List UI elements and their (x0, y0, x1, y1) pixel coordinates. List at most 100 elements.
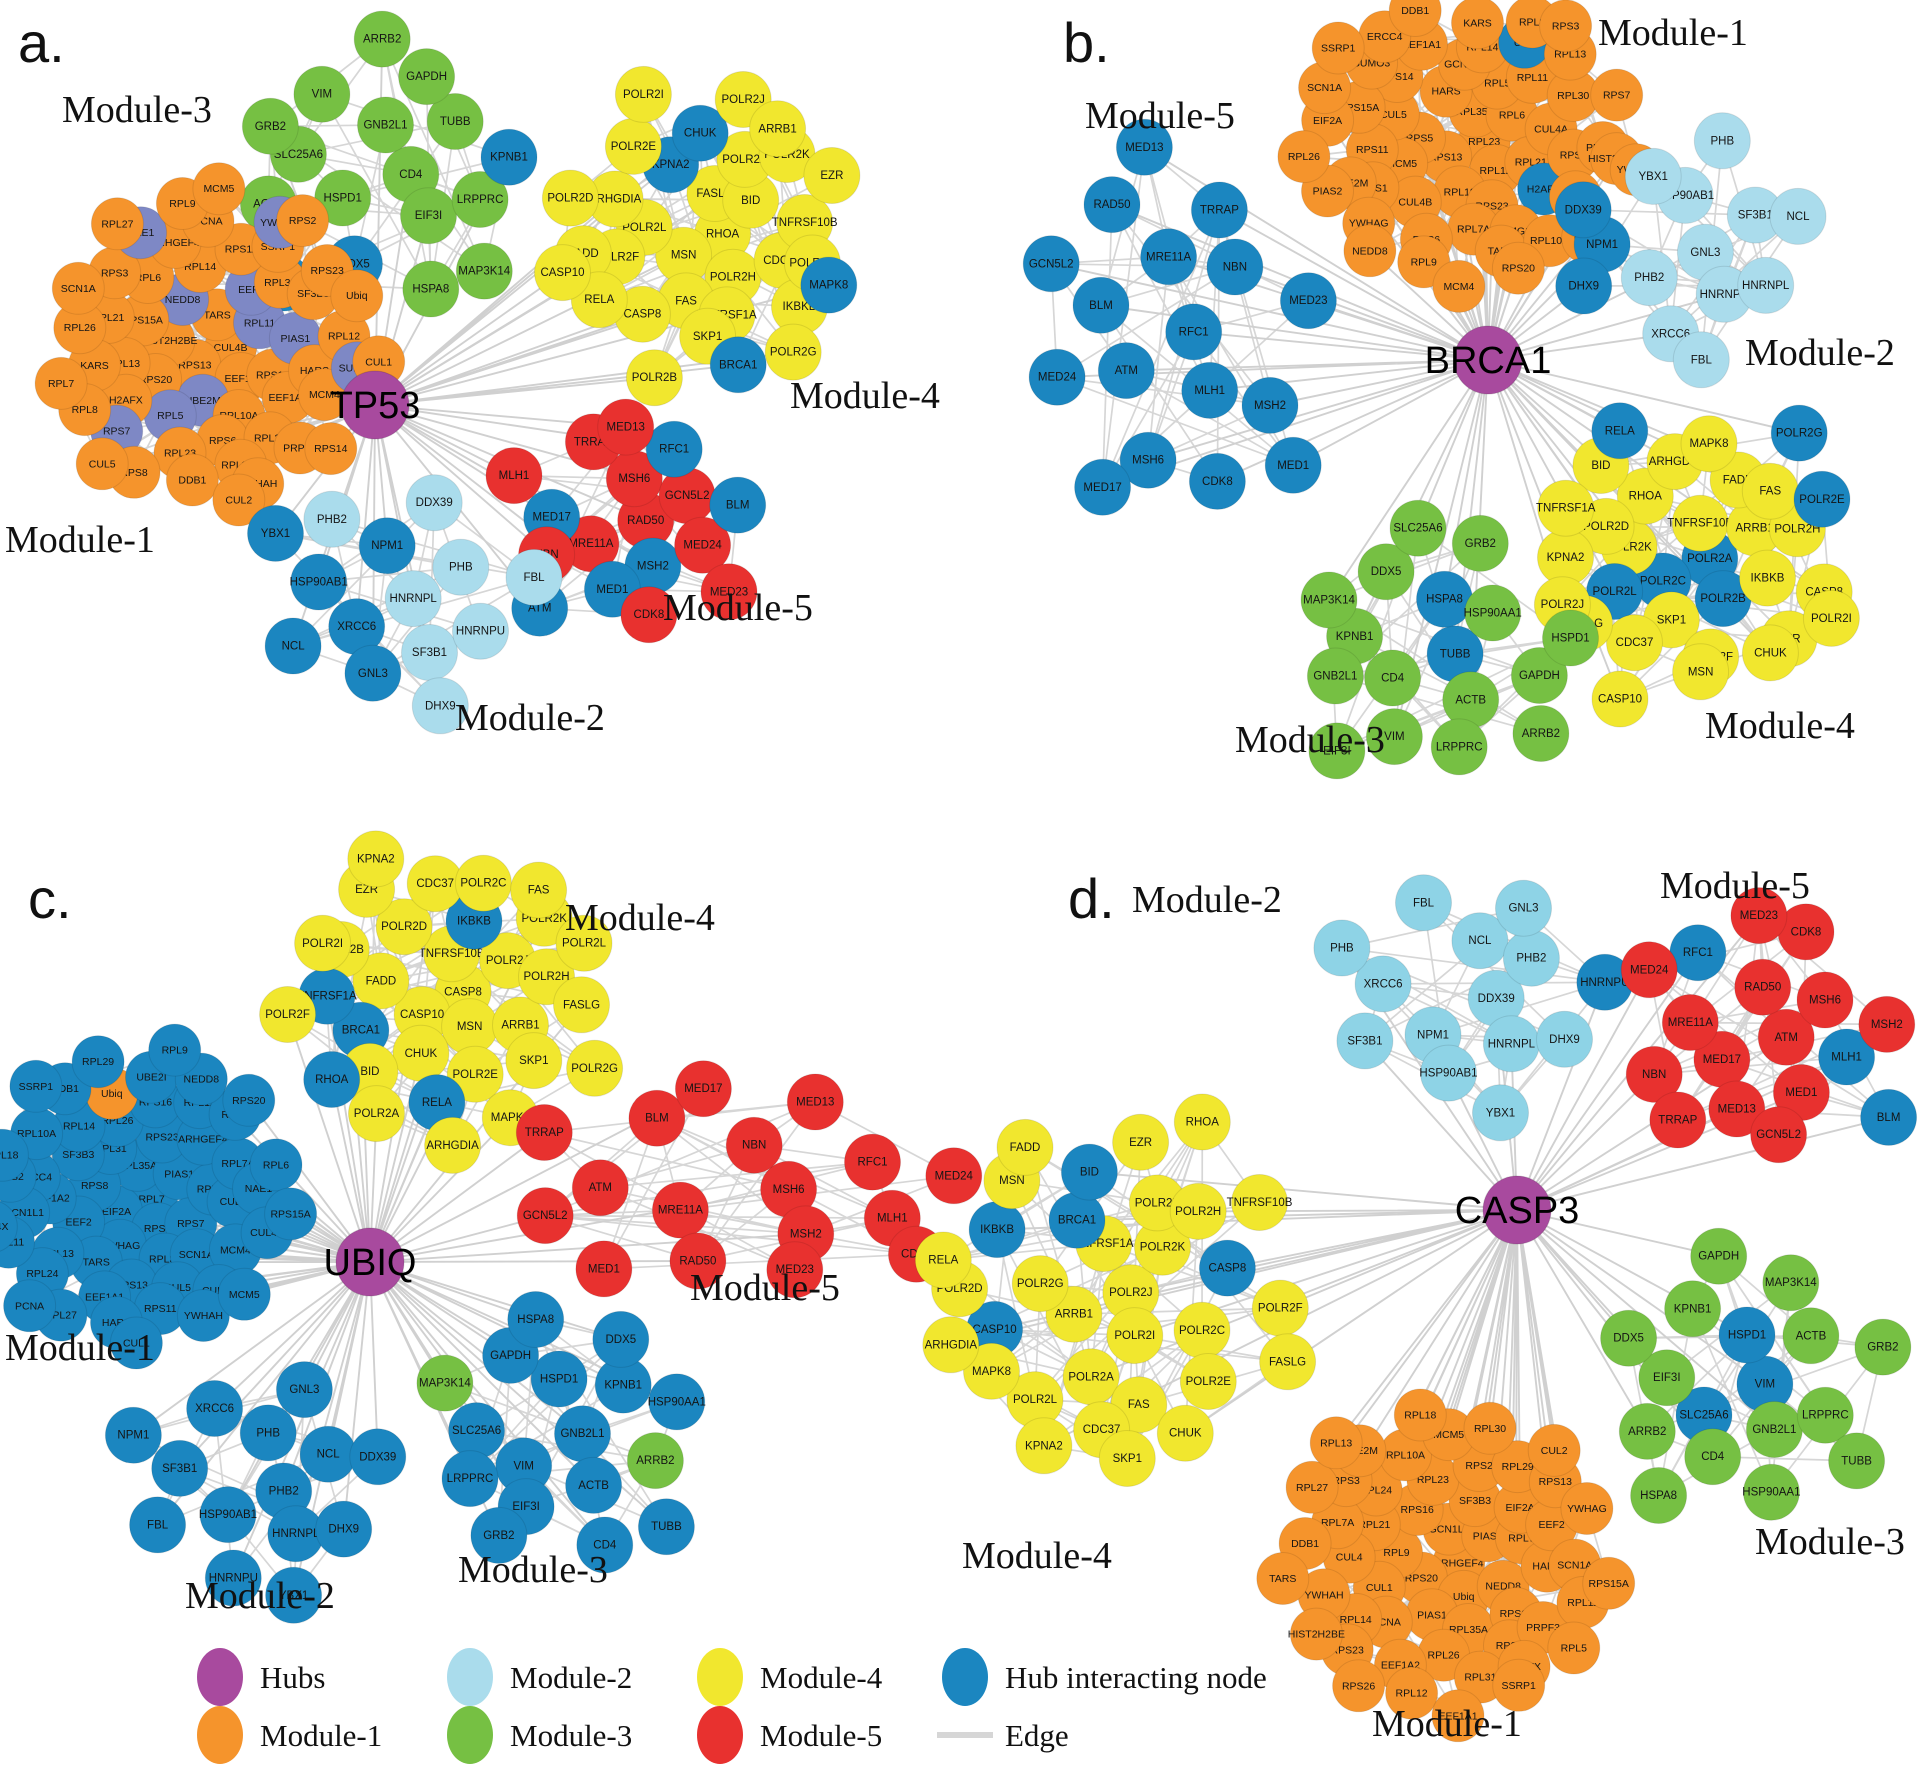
node-BID[interactable]: BID (1060, 1143, 1118, 1201)
node-HSP90AA1[interactable]: HSP90AA1 (1464, 584, 1522, 642)
node-MED24[interactable]: MED24 (1620, 941, 1678, 999)
node-MED17[interactable]: MED17 (1074, 458, 1132, 516)
node-DHX9[interactable]: DHX9 (1555, 257, 1613, 315)
node-EZR[interactable]: EZR (1112, 1113, 1170, 1171)
node-HSPA8[interactable]: HSPA8 (507, 1291, 565, 1348)
node-DDX39[interactable]: DDX39 (1554, 181, 1612, 239)
node-NBN[interactable]: NBN (1206, 238, 1264, 296)
node-HNRNPU[interactable]: HNRNPU (452, 602, 509, 660)
node-CDC37[interactable]: CDC37 (406, 855, 464, 913)
node-YBX1[interactable]: YBX1 (1472, 1084, 1529, 1142)
node-POLR2G[interactable]: POLR2G (1770, 404, 1828, 462)
node-RHOA[interactable]: RHOA (1173, 1093, 1231, 1151)
node-TUBB[interactable]: TUBB (637, 1498, 695, 1556)
node-SKP1[interactable]: SKP1 (505, 1032, 563, 1090)
node-CUL2[interactable]: CUL2 (1527, 1423, 1581, 1477)
node-RPL13[interactable]: RPL13 (1309, 1416, 1363, 1470)
node-ARHGDIA[interactable]: ARHGDIA (922, 1316, 980, 1374)
node-CASP8[interactable]: CASP8 (1198, 1239, 1256, 1297)
node-PHB2[interactable]: PHB2 (1620, 249, 1678, 307)
node-DDX5[interactable]: DDX5 (592, 1310, 650, 1368)
node-DDX39[interactable]: DDX39 (349, 1428, 407, 1486)
node-RHOA[interactable]: RHOA (303, 1051, 361, 1108)
node-POLR2I[interactable]: POLR2I (1802, 589, 1860, 647)
node-MAP3K14[interactable]: MAP3K14 (455, 242, 513, 300)
node-YWHAG[interactable]: YWHAG (1560, 1482, 1614, 1535)
node-KPNB1[interactable]: KPNB1 (1664, 1280, 1722, 1338)
node-GNB2L1[interactable]: GNB2L1 (357, 96, 414, 154)
node-XRCC6[interactable]: XRCC6 (186, 1380, 244, 1437)
node-POLR2H[interactable]: POLR2H (1169, 1182, 1227, 1240)
hub-node-TP53[interactable]: TP53 (330, 370, 421, 440)
node-RPL27[interactable]: RPL27 (1285, 1460, 1339, 1514)
node-FAS[interactable]: FAS (1741, 462, 1799, 520)
node-RAD50[interactable]: RAD50 (1734, 958, 1792, 1016)
node-RELA[interactable]: RELA (914, 1231, 972, 1289)
node-VIM[interactable]: VIM (293, 65, 351, 123)
node-RPS2[interactable]: RPS2 (276, 194, 330, 248)
node-MRE11A[interactable]: MRE11A (651, 1181, 709, 1239)
node-RPS20[interactable]: RPS20 (1491, 241, 1545, 295)
node-POLR2I[interactable]: POLR2I (1106, 1307, 1164, 1365)
node-MED17[interactable]: MED17 (674, 1060, 732, 1118)
hub-node-CASP3[interactable]: CASP3 (1455, 1175, 1580, 1245)
node-RPL29[interactable]: RPL29 (71, 1035, 125, 1089)
node-ATM[interactable]: ATM (1097, 342, 1155, 400)
node-FBL[interactable]: FBL (505, 548, 563, 606)
node-TARS[interactable]: TARS (1256, 1552, 1310, 1605)
node-HSP90AB1[interactable]: HSP90AB1 (290, 553, 348, 611)
node-HSP90AB1[interactable]: HSP90AB1 (199, 1486, 257, 1544)
node-PHB2[interactable]: PHB2 (303, 490, 361, 548)
node-RPL30[interactable]: RPL30 (1463, 1401, 1517, 1455)
node-HSPA8[interactable]: HSPA8 (402, 260, 460, 318)
node-MCM4[interactable]: MCM4 (1432, 259, 1486, 313)
node-TRRAP[interactable]: TRRAP (515, 1104, 573, 1161)
node-NEDD8[interactable]: NEDD8 (1343, 224, 1397, 278)
node-GNB2L1[interactable]: GNB2L1 (1306, 647, 1364, 705)
node-CHUK[interactable]: CHUK (1741, 624, 1799, 682)
node-MSH2[interactable]: MSH2 (1858, 995, 1916, 1053)
node-HSPA8[interactable]: HSPA8 (1630, 1467, 1688, 1524)
node-RPL9[interactable]: RPL9 (148, 1023, 202, 1077)
node-SLC25A6[interactable]: SLC25A6 (1389, 499, 1447, 557)
node-NPM1[interactable]: NPM1 (358, 517, 416, 575)
node-MSH2[interactable]: MSH2 (1241, 376, 1299, 434)
node-RFC1[interactable]: RFC1 (1669, 924, 1727, 982)
node-HSP90AA1[interactable]: HSP90AA1 (648, 1373, 706, 1431)
node-YBX1[interactable]: YBX1 (247, 504, 304, 562)
node-KPNA2[interactable]: KPNA2 (1015, 1417, 1073, 1475)
node-PHB[interactable]: PHB (1693, 112, 1751, 170)
node-GNB2L1[interactable]: GNB2L1 (554, 1405, 611, 1463)
node-GNL3[interactable]: GNL3 (1495, 879, 1552, 937)
node-RPL27[interactable]: RPL27 (90, 197, 144, 251)
node-RELA[interactable]: RELA (1591, 402, 1649, 460)
node-RFC1[interactable]: RFC1 (645, 420, 703, 478)
node-YBX1[interactable]: YBX1 (1624, 147, 1682, 205)
node-POLR2E[interactable]: POLR2E (1793, 470, 1851, 528)
node-SF3B1[interactable]: SF3B1 (151, 1439, 209, 1497)
node-RFC1[interactable]: RFC1 (1165, 303, 1223, 361)
node-HSPD1[interactable]: HSPD1 (1542, 609, 1599, 667)
node-RPS15A[interactable]: RPS15A (264, 1187, 318, 1241)
node-DHX9[interactable]: DHX9 (315, 1500, 373, 1558)
node-RPS3[interactable]: RPS3 (1539, 0, 1593, 53)
node-POLR2E[interactable]: POLR2E (604, 117, 662, 175)
node-FBL[interactable]: FBL (1395, 874, 1452, 932)
node-GNL3[interactable]: GNL3 (344, 644, 402, 702)
node-RPL18[interactable]: RPL18 (1393, 1388, 1447, 1442)
node-RPS7[interactable]: RPS7 (1590, 68, 1644, 122)
node-MRE11A[interactable]: MRE11A (1140, 228, 1198, 286)
node-POLR2A[interactable]: POLR2A (348, 1085, 405, 1143)
node-RPL26[interactable]: RPL26 (1277, 130, 1331, 184)
node-NPM1[interactable]: NPM1 (104, 1406, 162, 1464)
hub-node-UBIQ[interactable]: UBIQ (324, 1227, 417, 1297)
node-GAPDH[interactable]: GAPDH (398, 48, 456, 106)
node-SSRP1[interactable]: SSRP1 (1311, 21, 1365, 75)
node-RPS15A[interactable]: RPS15A (1582, 1556, 1636, 1610)
node-POLR2G[interactable]: POLR2G (566, 1039, 624, 1097)
node-GRB2[interactable]: GRB2 (1451, 514, 1509, 572)
node-MSN[interactable]: MSN (1672, 643, 1730, 701)
node-EZR[interactable]: EZR (803, 147, 861, 204)
node-CD4[interactable]: CD4 (1684, 1428, 1742, 1486)
node-Ubiq[interactable]: Ubiq (330, 269, 384, 323)
